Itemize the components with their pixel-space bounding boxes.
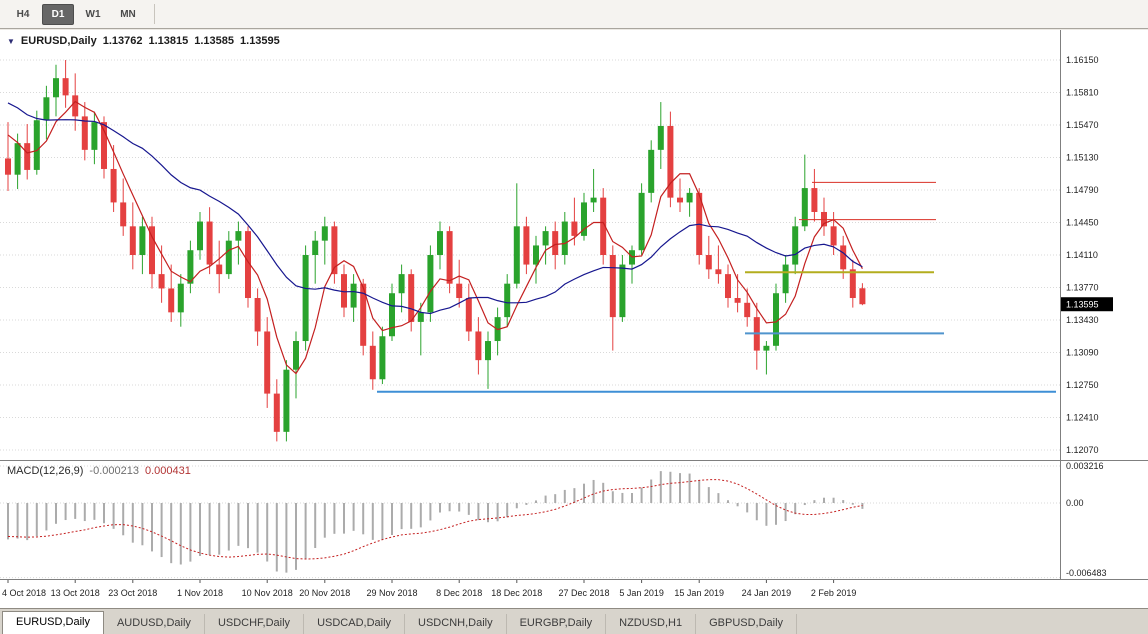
svg-text:1.13770: 1.13770 xyxy=(1066,282,1099,292)
macd-signal-value: 0.000431 xyxy=(144,465,191,477)
price-axis[interactable]: 1.16150 1.15810 1.15470 1.15130 1.14790 1.144… xyxy=(1066,55,1107,578)
macd-panel xyxy=(7,471,864,573)
svg-text:1.14110: 1.14110 xyxy=(1066,250,1098,260)
current-price-badge: 1.13595 xyxy=(1061,297,1113,312)
svg-text:15 Jan 2019: 15 Jan 2019 xyxy=(674,588,724,598)
svg-text:27 Dec 2018: 27 Dec 2018 xyxy=(558,588,609,598)
chart-tabs: EURUSD,Daily AUDUSD,Daily USDCHF,Daily USDC… xyxy=(0,608,1148,634)
time-axis[interactable]: 4 Oct 2018 13 Oct 2018 23 Oct 2018 1 Nov 20… xyxy=(2,580,856,598)
macd-label: MACD(12,26,9) -0.000213 0.000431 xyxy=(7,465,191,477)
macd-indicator-name: MACD(12,26,9) xyxy=(7,465,84,477)
svg-text:1.16150: 1.16150 xyxy=(1066,55,1099,65)
svg-text:0.00: 0.00 xyxy=(1066,498,1084,508)
ohlc-open: 1.13762 xyxy=(102,35,143,47)
ma-fast-line xyxy=(7,100,863,375)
svg-text:1.13090: 1.13090 xyxy=(1066,347,1099,357)
svg-text:23 Oct 2018: 23 Oct 2018 xyxy=(108,588,157,598)
timeframe-button-d1[interactable]: D1 xyxy=(42,3,74,25)
tab-gbpusd[interactable]: GBPUSD,Daily xyxy=(696,614,798,634)
svg-text:1.14450: 1.14450 xyxy=(1066,217,1099,227)
ma-slow-line xyxy=(7,102,863,315)
svg-text:0.003216: 0.003216 xyxy=(1066,461,1104,471)
tab-eurusd[interactable]: EURUSD,Daily xyxy=(2,611,104,634)
svg-text:4 Oct 2018: 4 Oct 2018 xyxy=(2,588,46,598)
svg-text:20 Nov 2018: 20 Nov 2018 xyxy=(299,588,350,598)
chart-dropdown-icon[interactable]: ▼ xyxy=(7,36,15,46)
tab-nzdusd[interactable]: NZDUSD,H1 xyxy=(606,614,697,634)
timeframe-button-mn[interactable]: MN xyxy=(120,8,136,20)
macd-main-value: -0.000213 xyxy=(89,465,139,477)
chart-area: 1.16150 1.15810 1.15470 1.15130 1.14790 1.144… xyxy=(0,30,1148,608)
timeframe-toolbar: H4 D1 W1 MN xyxy=(0,0,1148,29)
ohlc-close: 1.13595 xyxy=(240,35,280,47)
timeframe-button-w1[interactable]: W1 xyxy=(85,8,101,20)
macd-signal-line xyxy=(7,479,863,560)
macd-histogram xyxy=(7,471,864,573)
chart-symbol-label: EURUSD,Daily xyxy=(20,35,97,47)
svg-text:13 Oct 2018: 13 Oct 2018 xyxy=(51,588,100,598)
tab-usdcad[interactable]: USDCAD,Daily xyxy=(304,614,406,634)
svg-text:1.15130: 1.15130 xyxy=(1066,152,1099,162)
tab-eurgbp[interactable]: EURGBP,Daily xyxy=(507,614,607,634)
svg-text:5 Jan 2019: 5 Jan 2019 xyxy=(619,588,664,598)
tab-audusd[interactable]: AUDUSD,Daily xyxy=(104,614,205,634)
svg-text:1.12750: 1.12750 xyxy=(1066,380,1099,390)
svg-text:29 Nov 2018: 29 Nov 2018 xyxy=(366,588,417,598)
svg-text:2 Feb 2019: 2 Feb 2019 xyxy=(811,588,857,598)
svg-text:1.12070: 1.12070 xyxy=(1066,445,1099,455)
price-chart[interactable]: 1.16150 1.15810 1.15470 1.15130 1.14790 1.144… xyxy=(0,30,1148,608)
tab-usdchf[interactable]: USDCHF,Daily xyxy=(205,614,305,634)
svg-text:10 Nov 2018: 10 Nov 2018 xyxy=(242,588,293,598)
tab-usdcnh[interactable]: USDCNH,Daily xyxy=(405,614,507,634)
svg-text:1.13595: 1.13595 xyxy=(1066,300,1099,310)
svg-text:1.12410: 1.12410 xyxy=(1066,412,1099,422)
timeframe-button-h4[interactable]: H4 xyxy=(16,8,30,20)
svg-text:1.15470: 1.15470 xyxy=(1066,120,1099,130)
svg-text:1.14790: 1.14790 xyxy=(1066,185,1099,195)
svg-text:1 Nov 2018: 1 Nov 2018 xyxy=(177,588,223,598)
svg-text:-0.006483: -0.006483 xyxy=(1066,568,1107,578)
svg-text:18 Dec 2018: 18 Dec 2018 xyxy=(491,588,542,598)
candles-layer xyxy=(5,60,866,442)
toolbar-separator xyxy=(154,4,155,24)
ohlc-high: 1.13815 xyxy=(148,35,189,47)
svg-text:1.15810: 1.15810 xyxy=(1066,87,1099,97)
svg-text:1.13430: 1.13430 xyxy=(1066,315,1099,325)
svg-text:8 Dec 2018: 8 Dec 2018 xyxy=(436,588,482,598)
ohlc-low: 1.13585 xyxy=(194,35,235,47)
svg-text:24 Jan 2019: 24 Jan 2019 xyxy=(742,588,792,598)
chart-title: ▼ EURUSD,Daily 1.13762 1.13815 1.13585 1… xyxy=(7,35,280,47)
